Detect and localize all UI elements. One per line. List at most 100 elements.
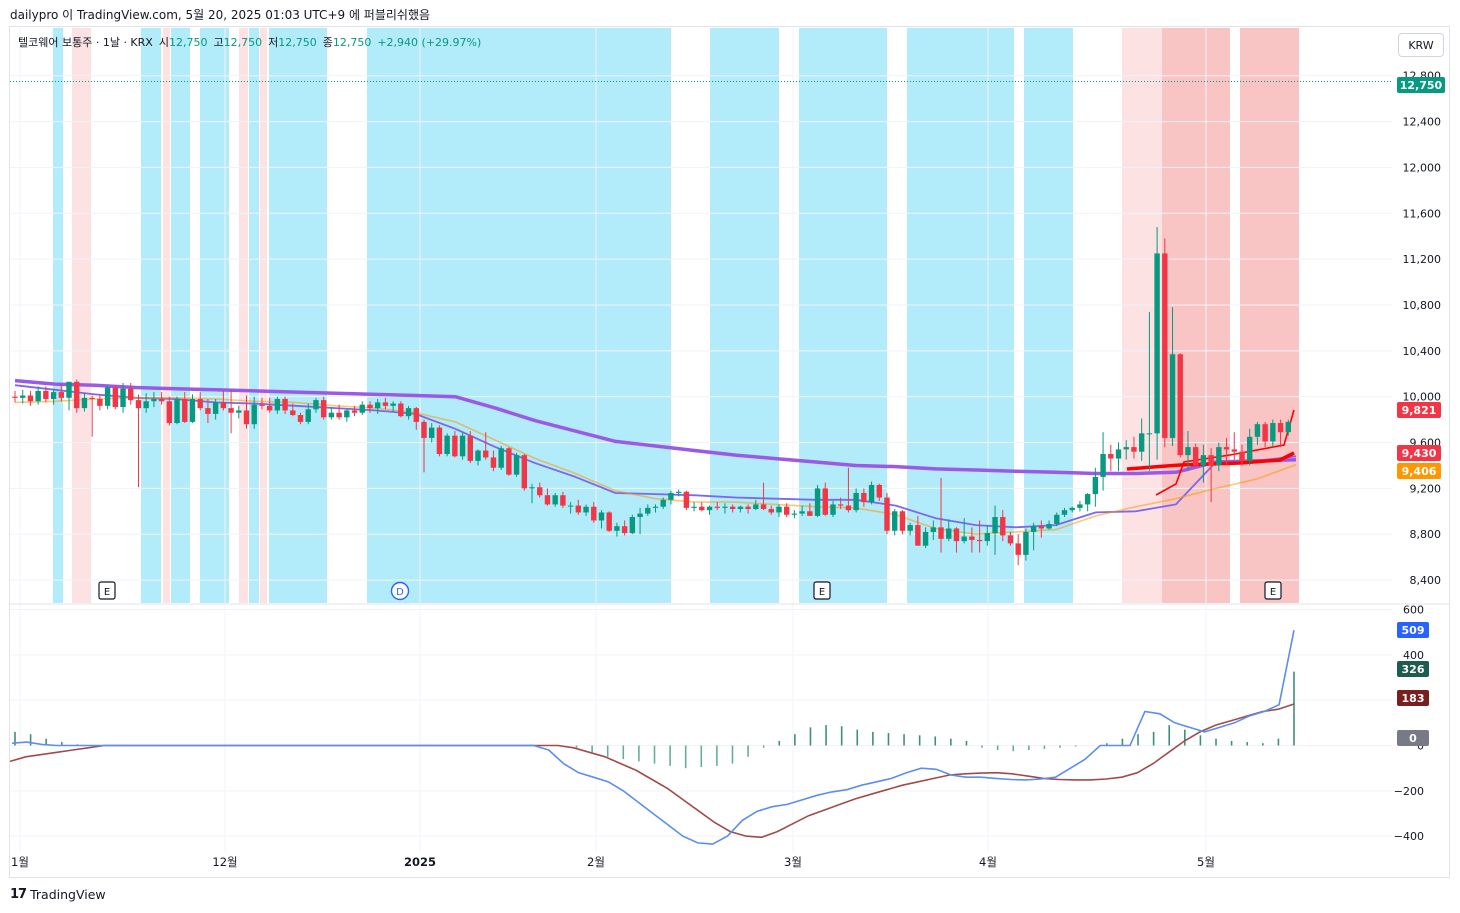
osc-tick-label: 600 [1403,604,1424,617]
candle-body [344,410,350,418]
candle-body [1239,451,1245,461]
candle-body [1069,507,1075,511]
candle-body [567,505,574,507]
candle-body [104,387,111,406]
candle-body [614,526,620,531]
price-tick-label: 11,600 [1403,207,1442,220]
candle-66 [521,453,528,491]
candle-118 [922,527,929,548]
candle-64 [506,447,512,476]
candle-body [112,387,119,407]
candle-body [12,396,18,398]
osc-label-2: 183 [1397,690,1429,706]
candle-body [220,402,227,409]
candle-body [205,408,211,414]
band-16 [1162,28,1230,603]
event-marker-d[interactable]: D [390,581,410,601]
candle-59 [467,431,473,464]
oscillator-pane [9,630,1295,845]
candle-body [35,390,41,402]
candle-165 [1285,419,1291,436]
candle-body [583,506,589,513]
candle-body [706,506,713,511]
candle-127 [992,505,998,555]
candle-8 [74,379,80,413]
event-marker-label: E [1270,587,1276,598]
candle-12 [104,385,111,410]
candle-body [853,492,859,511]
series-signal [11,630,1295,845]
candle-body [50,392,57,399]
candle-160 [1246,428,1253,466]
candle-139 [1084,492,1091,512]
band-9 [269,28,327,603]
candle-body [120,388,126,407]
candle-143 [1115,442,1122,472]
candle-body [328,412,335,418]
band-14 [1024,28,1073,603]
candle-body [336,412,342,418]
price-tick-label: 10,800 [1403,299,1442,312]
candle-152 [1185,431,1191,472]
candle-body [1108,453,1114,459]
candle-14 [120,382,126,413]
series-ma_short [14,384,1297,529]
candle-body [729,506,736,510]
candle-body [598,512,605,521]
osc-label-1-text: 326 [1402,663,1425,676]
candle-93 [729,504,736,513]
candle-28 [228,389,234,434]
candle-71 [560,491,566,508]
candle-body [560,495,566,506]
candle-body [652,506,659,508]
candle-45 [359,401,365,416]
candle-body [992,517,998,534]
candle-body [1131,447,1137,452]
candle-body [1270,423,1276,442]
candle-body [228,408,234,413]
price-label-3: 9,406 [1397,463,1441,479]
price-label-1-text: 9,821 [1402,404,1437,417]
event-marker-e[interactable]: E [98,581,116,600]
candle-54 [429,423,435,443]
series-trend-red [1126,451,1295,471]
candle-body [1177,354,1183,456]
price-tick-label: 9,200 [1410,482,1442,495]
candle-body [274,398,281,411]
candle-body [483,450,489,458]
band-17 [1240,28,1299,603]
price-label-3-bg [1397,463,1441,479]
candle-30 [243,395,250,429]
candle-body [490,457,497,468]
candle-155 [1208,448,1214,503]
candle-body [807,511,813,516]
candle-body [135,400,142,409]
currency-button[interactable]: KRW [1398,33,1444,57]
candle-body [81,397,88,409]
candle-body [691,506,697,508]
candle-body [1138,433,1145,452]
price-label-0-bg [1397,77,1445,93]
band-8 [260,28,267,603]
candle-body [899,511,906,531]
candle-11 [97,394,103,411]
price-tick-label: 11,200 [1403,253,1442,266]
candle-body [1185,447,1191,456]
candle-99 [776,504,782,518]
candle-body [74,381,80,409]
event-marker-e[interactable]: E [813,581,831,600]
event-marker-e[interactable]: E [1264,581,1282,600]
candle-111 [868,481,875,505]
candle-147 [1146,311,1153,472]
candle-29 [236,405,242,419]
candle-137 [1069,506,1075,513]
candle-body [946,528,952,539]
legend: 텔코웨어 보통주 · 1날 · KRX 시12,750 고12,750 저12,… [18,34,481,50]
price-tick-label: 8,400 [1410,574,1442,587]
candle-body [251,404,257,425]
candle-21 [174,396,180,425]
osc-label-3-bg [1397,730,1429,746]
series-ma_fast_orange [14,396,1297,536]
